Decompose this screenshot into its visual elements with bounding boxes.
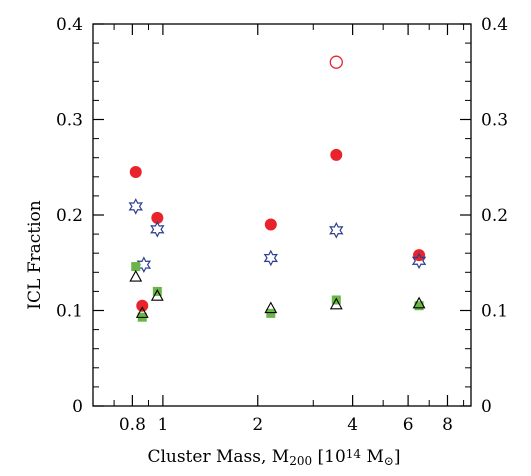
filled-circle-point (136, 299, 149, 312)
y-tick-label-left: 0.1 (56, 302, 83, 322)
x-tick-label: 0.8 (119, 415, 146, 435)
y-tick-label-left: 0.2 (56, 206, 83, 226)
x-label-units-m: M (361, 447, 384, 467)
filled-square-point (131, 262, 141, 272)
open-triangle-point (264, 301, 278, 314)
y-tick-label-right: 0.3 (481, 111, 508, 131)
open-triangle-point (412, 296, 426, 309)
open-triangle-point (150, 289, 164, 301)
x-label-main: Cluster Mass, M (147, 447, 289, 467)
data-markers (128, 55, 427, 322)
x-axis-label: Cluster Mass, M200 [1014 M⊙] (147, 447, 400, 468)
y-tick-label-right: 0.1 (481, 302, 508, 322)
y-tick-label-right: 0.2 (481, 206, 508, 226)
y-tick-label-right: 0 (481, 397, 492, 417)
y-tick-label-right: 0.4 (481, 15, 508, 35)
open-star-point (150, 221, 165, 238)
open-triangle-point (329, 297, 343, 310)
x-label-superscript: 14 (346, 447, 362, 461)
axis-ticks (92, 23, 471, 407)
filled-circle-point (264, 218, 277, 231)
x-label-sun-subscript: ⊙ (384, 454, 394, 468)
filled-circle-point (151, 211, 164, 224)
y-axis-label: ICL Fraction (25, 200, 45, 309)
open-star-point (411, 252, 427, 270)
filled-circle-point (129, 166, 142, 179)
open-triangle-point (129, 269, 143, 282)
x-tick-label: 4 (347, 415, 358, 435)
y-tick-label-left: 0.3 (56, 111, 83, 131)
open-star-point (128, 198, 143, 215)
x-label-close-bracket: ] (394, 447, 401, 467)
filled-square-point (266, 308, 276, 318)
filled-square-point (414, 301, 424, 311)
x-label-units: [10 (312, 447, 346, 467)
filled-square-point (331, 295, 341, 305)
filled-circle-point (330, 148, 343, 161)
open-triangle-point (135, 306, 149, 318)
x-tick-label: 8 (442, 415, 453, 435)
open-star-point (329, 221, 344, 239)
filled-square-point (152, 286, 162, 296)
x-tick-label: 1 (157, 415, 168, 435)
x-tick-label: 6 (403, 415, 414, 435)
x-label-subscript: 200 (289, 454, 312, 468)
y-tick-label-left: 0.4 (56, 15, 83, 35)
open-star-point (263, 249, 279, 267)
open-circle-point (329, 55, 343, 69)
y-tick-label-left: 0 (72, 397, 83, 417)
tick-labels: 0.8 1 2 4 6 8 0 0 0.1 0.1 0.2 0.2 0.3 0.3 0.4 0.4 (56, 15, 508, 435)
open-star-point (136, 256, 152, 273)
x-tick-label: 2 (252, 415, 263, 435)
